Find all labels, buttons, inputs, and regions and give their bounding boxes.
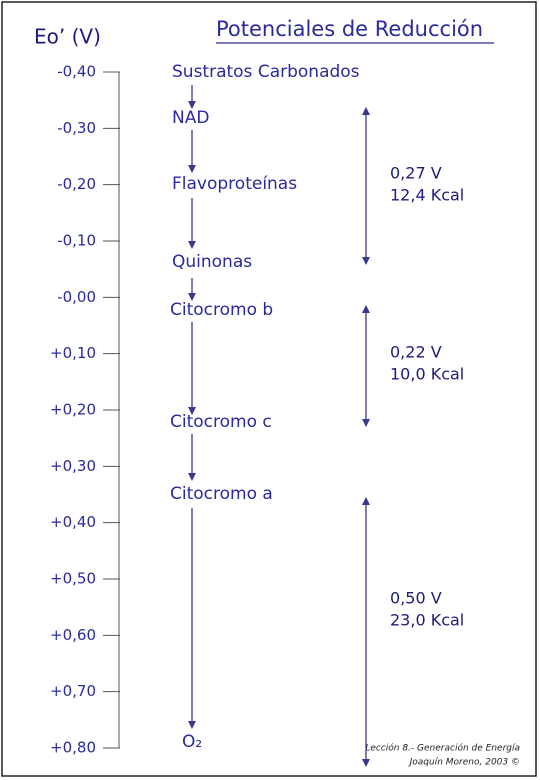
- span-voltage: 0,22 V: [390, 343, 442, 362]
- axis-tick-label: -0,40: [57, 63, 96, 81]
- span-energy: 23,0 Kcal: [390, 611, 464, 630]
- compound-label: Quinonas: [172, 252, 252, 272]
- axis-tick-label: +0,60: [50, 626, 96, 644]
- span-voltage: 0,27 V: [390, 164, 442, 183]
- compound-label: Citocromo b: [170, 300, 273, 320]
- title: Potenciales de Reducción: [216, 17, 483, 41]
- axis-tick-label: +0,80: [50, 739, 96, 757]
- axis-tick-label: +0,10: [50, 344, 96, 362]
- axis-label: Eo’ (V): [34, 25, 101, 49]
- axis-tick-label: -0,30: [57, 119, 96, 137]
- span-energy: 12,4 Kcal: [390, 186, 464, 205]
- axis-tick-label: +0,70: [50, 682, 96, 700]
- span-energy: 10,0 Kcal: [390, 365, 464, 384]
- axis-tick-label: +0,50: [50, 570, 96, 588]
- axis-tick-label: -0,20: [57, 175, 96, 193]
- footer-line: Joaquín Moreno, 2003 ©: [408, 758, 520, 768]
- compound-label: Sustratos Carbonados: [172, 62, 360, 82]
- axis-tick-label: -0,10: [57, 232, 96, 250]
- compound-label: Flavoproteínas: [172, 174, 297, 194]
- axis-tick-label: -0,00: [57, 288, 96, 306]
- compound-label: O₂: [182, 732, 202, 752]
- compound-label: Citocromo a: [170, 484, 273, 504]
- footer-line: Lección 8.- Generación de Energía: [365, 743, 520, 754]
- axis-tick-label: +0,20: [50, 401, 96, 419]
- compound-label: Citocromo c: [170, 412, 272, 432]
- span-voltage: 0,50 V: [390, 589, 442, 608]
- axis-tick-label: +0,30: [50, 457, 96, 475]
- axis-tick-label: +0,40: [50, 513, 96, 531]
- compound-label: NAD: [172, 108, 209, 128]
